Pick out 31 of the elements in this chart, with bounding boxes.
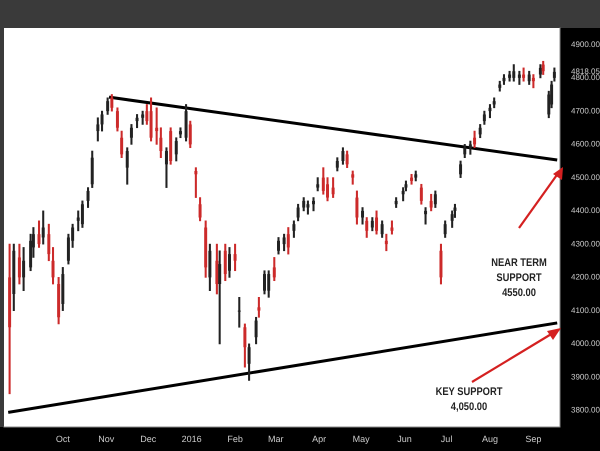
x-tick-label: Apr [312,434,326,444]
x-tick-label: May [352,434,370,444]
x-tick-label: Jul [440,434,452,444]
candlestick [277,237,280,254]
annotation: NEAR TERM SUPPORT 4550.00 [490,256,548,301]
candlestick [414,170,418,182]
candlestick [312,197,316,212]
y-tick-label: 4200.00 [571,272,600,282]
annotation: KEY SUPPORT 4,050.00 [434,385,504,415]
y-tick-label: 4000.00 [571,339,600,348]
y-tick-label: 4400.00 [571,206,600,216]
candlestick [351,170,354,185]
y-tick-label: 4900.00 [571,40,600,49]
x-tick-label: Aug [482,434,498,444]
y-tick-label: 4100.00 [571,306,600,315]
x-tick-label: Oct [56,434,70,444]
x-tick-label: Dec [140,434,157,444]
y-tick-label: 4600.00 [571,140,600,149]
x-tick-label: 2016 [182,434,202,444]
y-tick-label: 3800.00 [571,406,600,415]
y-tick-label: 4500.00 [571,172,600,182]
y-tick-label: 4700.00 [571,106,600,116]
x-tick-label: Jun [397,434,412,444]
x-tick-label: Nov [98,434,115,444]
y-tick-label: 4300.00 [571,239,600,248]
x-tick-label: Sep [525,434,542,444]
x-tick-label: Feb [227,434,243,444]
candlestick [238,296,241,328]
x-tick-label: Mar [268,434,284,444]
y-tick-label: 3900.00 [571,372,600,382]
y-tick-label: 4800.00 [571,73,600,82]
